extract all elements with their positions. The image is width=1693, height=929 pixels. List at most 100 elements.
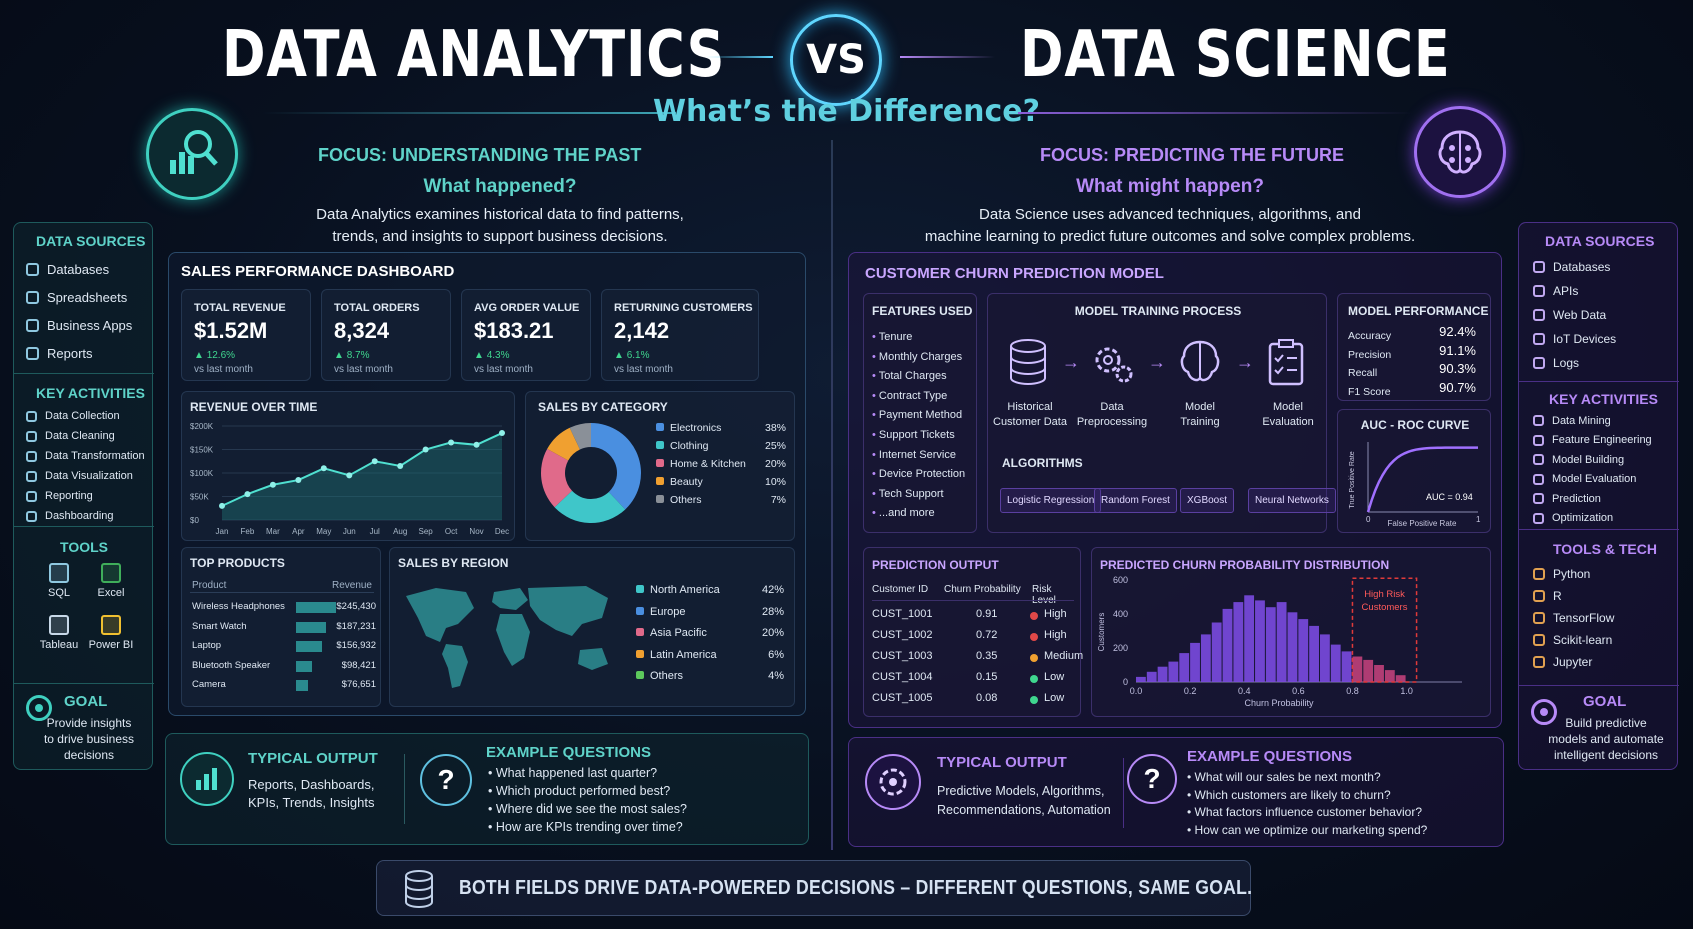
science-output-divider — [1123, 758, 1124, 828]
algorithms-list: Logistic Regression Random Forest XGBoost N… — [1000, 488, 1336, 516]
kpi-card: AVG ORDER VALUE $183.21 ▲ 4.3% vs last mont… — [461, 289, 591, 381]
question-text: What will our sales be next month? — [1194, 770, 1381, 784]
algorithm-chip[interactable]: XGBoost — [1180, 488, 1235, 513]
sidebar-item: Data Transformation — [26, 446, 145, 466]
sidebar-item-label: Feature Engineering — [1552, 434, 1652, 447]
legend-label: Beauty — [670, 476, 703, 488]
revenue-point — [422, 446, 429, 453]
sidebar-item: Web Data — [1533, 303, 1616, 327]
region-name: Asia Pacific — [650, 627, 707, 639]
activity-icon — [26, 490, 37, 502]
algorithm-chip[interactable]: Neural Networks — [1248, 488, 1336, 513]
kpi-delta: ▲ 8.7% — [334, 350, 369, 361]
bullet: • — [1187, 805, 1195, 819]
step-line2: Preprocessing — [1076, 416, 1148, 428]
customer-id: CUST_1001 — [872, 608, 933, 620]
list-item: • Which customers are likely to churn? — [1187, 787, 1427, 805]
features-title: FEATURES USED — [872, 304, 973, 318]
product-bar — [296, 680, 309, 691]
y-tick-label: $50K — [190, 493, 209, 502]
histogram-bar — [1146, 671, 1157, 682]
prediction-header: Customer ID Churn Probability Risk Level — [872, 584, 1078, 606]
legend-value: 20% — [764, 458, 786, 470]
metric-label: Precision — [1348, 348, 1392, 361]
analytics-desc-line1: Data Analytics examines historical data … — [316, 206, 684, 223]
legend-item: Latin America 6% — [636, 649, 788, 671]
sidebar-item: IoT Devices — [1533, 327, 1616, 351]
y-tick-label: 400 — [1113, 609, 1128, 619]
bullet: • — [872, 428, 879, 441]
legend-swatch — [636, 606, 644, 615]
left-sources-title: DATA SOURCES — [36, 233, 146, 249]
product-revenue: $156,932 — [336, 640, 376, 651]
x-tick-label: Jul — [370, 527, 380, 536]
question-text: What factors influence customer behavior… — [1194, 805, 1422, 819]
arrow-icon-3: → — [1236, 352, 1254, 372]
churn-model-panel: CUSTOMER CHURN PREDICTION MODEL FEATURES… — [848, 252, 1502, 728]
kpi-value: $183.21 — [474, 318, 554, 343]
feature-label: Monthly Charges — [878, 350, 963, 363]
sidebar-item-label: Model Evaluation — [1552, 473, 1637, 486]
sidebar-item: Data Cleaning — [26, 426, 145, 446]
sidebar-item-label: Prediction — [1552, 492, 1601, 505]
region-value: 42% — [761, 584, 784, 596]
algorithm-chip[interactable]: Logistic Regression — [1000, 488, 1102, 513]
tool-item: SQL — [34, 563, 84, 599]
excel-icon — [101, 563, 121, 583]
legend-item: Europe 28% — [636, 606, 788, 628]
sidebar-item: Jupyter — [1533, 651, 1614, 673]
prediction-header-risk: Risk Level — [1032, 584, 1056, 606]
left-goal-line1: Provide insights — [46, 716, 132, 730]
source-icon — [1533, 333, 1545, 345]
feature-label: ...and more — [878, 507, 935, 520]
region-name: Others — [650, 670, 684, 682]
tool-icon — [1533, 590, 1545, 602]
metric-value: 90.3% — [1439, 361, 1476, 376]
left-divider-1 — [14, 373, 154, 374]
tool-item: Tableau — [34, 615, 84, 651]
footer-text: BOTH FIELDS DRIVE DATA-POWERED DECISIONS… — [459, 877, 1253, 899]
right-sources-list: Databases APIs Web Data IoT Devices Logs — [1533, 255, 1616, 375]
histogram-bar — [1319, 634, 1330, 682]
legend-swatch — [656, 441, 664, 449]
bullet: • — [872, 487, 879, 500]
science-desc-line2: machine learning to predict future outco… — [924, 228, 1416, 245]
risk-dot — [1030, 612, 1038, 620]
sidebar-item-label: Data Cleaning — [45, 430, 115, 442]
sidebar-item: Optimization — [1533, 509, 1652, 529]
product-revenue: $98,421 — [341, 659, 376, 671]
roc-auc-label: AUC = 0.94 — [1426, 492, 1473, 502]
risk-dot — [1030, 696, 1038, 704]
metric-row: Accuracy 92.4% — [1348, 324, 1484, 345]
feature-item: • Support Tickets — [872, 426, 965, 446]
tool-label: Power BI — [88, 639, 134, 651]
arrow-icon-2: → — [1148, 352, 1166, 372]
legend-item: Home & Kitchen 20% — [656, 458, 792, 476]
bullet: • — [1187, 770, 1195, 784]
list-item: • How can we optimize our marketing spen… — [1187, 822, 1427, 840]
metric-row: Precision 91.1% — [1348, 343, 1484, 364]
database-icon — [1008, 338, 1048, 386]
kpi-delta-value: 4.3% — [486, 350, 510, 361]
subtitle-rule-left — [262, 112, 676, 114]
algorithm-chip[interactable]: Random Forest — [1094, 488, 1177, 513]
science-question-mark-icon: ? — [1127, 754, 1177, 804]
legend-value: 25% — [764, 440, 786, 452]
x-tick-label: Dec — [495, 527, 509, 536]
right-activities-list: Data Mining Feature Engineering Model Buil… — [1533, 411, 1652, 528]
left-goal-text: Provide insights to drive business decis… — [14, 715, 164, 763]
prediction-rule — [872, 600, 1074, 601]
high-risk-label-line2: Customers — [1362, 602, 1408, 613]
donut-slice — [569, 423, 591, 450]
right-divider-2 — [1519, 529, 1679, 530]
revenue-point — [320, 465, 327, 472]
left-activities-list: Data Collection Data Cleaning Data Transfo… — [26, 406, 145, 526]
tool-icon — [1533, 612, 1545, 624]
right-tools-title: TOOLS & TECH — [1553, 541, 1657, 557]
source-icon — [1533, 357, 1545, 369]
y-tick-label: 0 — [1123, 677, 1128, 687]
question-text: Where did we see the most sales? — [495, 802, 687, 816]
right-divider-3 — [1519, 685, 1679, 686]
product-revenue: $187,231 — [336, 620, 376, 632]
science-output-line1: Predictive Models, Algorithms, — [937, 784, 1105, 798]
